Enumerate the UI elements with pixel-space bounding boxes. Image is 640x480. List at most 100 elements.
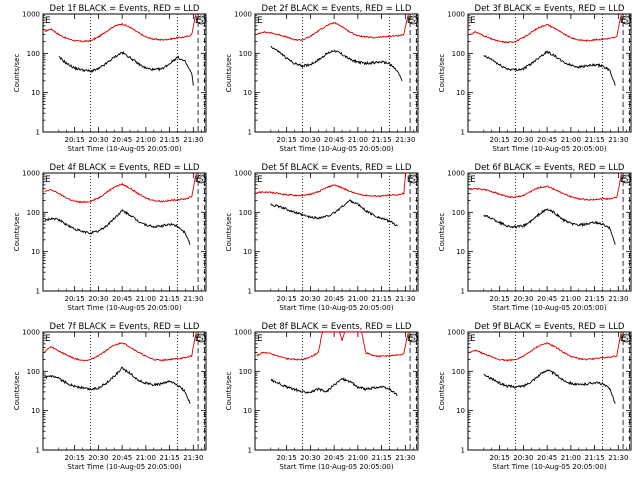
flag-e-right: E [407, 16, 413, 26]
plot-frame [254, 172, 419, 292]
x-tick-label: 20:45 [112, 295, 132, 303]
panel-det-3f: Det 3f BLACK = Events, RED = LLD 1 10 100 10… [438, 4, 632, 153]
lld-series-line [44, 332, 197, 362]
x-tick-label: 20:30 [88, 454, 108, 462]
x-tick-label: 21:15 [372, 295, 392, 303]
flag-s: S [624, 176, 629, 184]
x-tick-label: 20:15 [277, 295, 297, 303]
events-series-line [270, 45, 403, 82]
flag-e-left: E [470, 334, 476, 344]
flag-s: S [199, 17, 204, 25]
flag-e-left: E [45, 334, 51, 344]
x-tick-label: 21:30 [183, 136, 203, 144]
x-axis-label: Start Time (10-Aug-05 20:05:00) [279, 304, 393, 312]
flag-e-left: E [470, 16, 476, 26]
lld-series-line [44, 14, 197, 43]
y-axis-label: Counts/sec [438, 213, 446, 252]
events-series-line [58, 50, 194, 86]
x-tick-label: 21:30 [183, 295, 203, 303]
x-tick-label: 21:30 [183, 454, 203, 462]
x-axis-label: Start Time (10-Aug-05 20:05:00) [67, 463, 181, 471]
y-axis-label: Counts/sec [225, 213, 233, 252]
flag-circle [196, 174, 206, 184]
y-tick-label: 100 [239, 368, 252, 376]
flag-s: S [199, 335, 204, 343]
panel-title: Det 4f BLACK = Events, RED = LLD [50, 163, 200, 173]
flag-circle [196, 15, 206, 25]
x-tick-label: 20:15 [277, 454, 297, 462]
y-tick-label: 10 [456, 248, 465, 256]
y-axis-label: Counts/sec [438, 54, 446, 93]
flag-s: S [411, 335, 416, 343]
panel-det-1f: Det 1f BLACK = Events, RED = LLD 1 10 100 10… [13, 4, 207, 153]
x-axis-label: Start Time (10-Aug-05 20:05:00) [492, 463, 606, 471]
x-tick-label: 21:00 [136, 136, 156, 144]
x-tick-label: 21:00 [136, 454, 156, 462]
y-tick-label: 10 [31, 407, 40, 415]
x-axis-label: Start Time (10-Aug-05 20:05:00) [492, 304, 606, 312]
plot-frame [254, 13, 419, 133]
x-tick-label: 20:45 [537, 136, 557, 144]
y-tick-label: 100 [27, 368, 40, 376]
x-tick-label: 20:30 [88, 295, 108, 303]
flag-circle [621, 174, 631, 184]
y-tick-label: 100 [239, 50, 252, 58]
y-tick-label: 10 [243, 89, 252, 97]
events-series-line [483, 50, 616, 86]
panel-title: Det 3f BLACK = Events, RED = LLD [475, 4, 625, 14]
x-tick-label: 20:30 [513, 454, 533, 462]
flag-e-right: E [195, 175, 201, 185]
x-tick-label: 20:45 [324, 295, 344, 303]
x-tick-label: 20:15 [490, 454, 510, 462]
x-tick-label: 21:30 [608, 295, 628, 303]
y-tick-label: 1000 [234, 329, 252, 337]
y-tick-label: 1 [36, 129, 40, 137]
y-tick-label: 1000 [22, 170, 40, 178]
x-axis-label: Start Time (10-Aug-05 20:05:00) [279, 145, 393, 153]
panel-title: Det 8f BLACK = Events, RED = LLD [262, 322, 412, 332]
x-tick-label: 21:15 [160, 295, 180, 303]
x-tick-label: 20:30 [300, 454, 320, 462]
y-tick-label: 1000 [22, 11, 40, 19]
flag-circle [621, 333, 631, 343]
y-tick-label: 1000 [447, 329, 465, 337]
y-tick-label: 1 [36, 447, 40, 455]
events-series-line [44, 366, 191, 404]
y-tick-label: 10 [243, 407, 252, 415]
panel-title: Det 1f BLACK = Events, RED = LLD [50, 4, 200, 14]
lld-series-line [44, 173, 197, 204]
lld-series-line [469, 14, 622, 44]
y-tick-label: 1 [461, 288, 465, 296]
panel-det-8f: Det 8f BLACK = Events, RED = LLD 1 10 100 10… [225, 322, 419, 471]
flag-s: S [411, 176, 416, 184]
y-axis-label: Counts/sec [225, 372, 233, 411]
panel-det-5f: Det 5f BLACK = Events, RED = LLD 1 10 100 10… [225, 163, 419, 312]
flag-circle [408, 15, 418, 25]
y-tick-label: 100 [27, 50, 40, 58]
plot-frame [42, 331, 207, 451]
x-tick-label: 21:00 [348, 136, 368, 144]
panel-title: Det 9f BLACK = Events, RED = LLD [475, 322, 625, 332]
x-tick-label: 21:30 [395, 295, 415, 303]
y-tick-label: 1000 [447, 11, 465, 19]
y-axis-label: Counts/sec [438, 372, 446, 411]
y-tick-label: 1 [248, 288, 252, 296]
y-tick-label: 10 [31, 248, 40, 256]
x-tick-label: 21:15 [585, 454, 605, 462]
events-series-line [44, 208, 191, 246]
flag-circle [408, 174, 418, 184]
x-tick-label: 21:30 [608, 454, 628, 462]
y-tick-label: 1 [36, 288, 40, 296]
y-tick-label: 1000 [22, 329, 40, 337]
flag-e-left: E [257, 334, 263, 344]
flag-e-left: E [257, 16, 263, 26]
y-tick-label: 1 [461, 129, 465, 137]
flag-s: S [624, 335, 629, 343]
flag-e-left: E [45, 16, 51, 26]
events-series-line [270, 376, 398, 396]
flag-e-right: E [620, 175, 626, 185]
x-tick-label: 21:15 [585, 295, 605, 303]
flag-e-left: E [257, 175, 263, 185]
x-tick-label: 21:30 [608, 136, 628, 144]
